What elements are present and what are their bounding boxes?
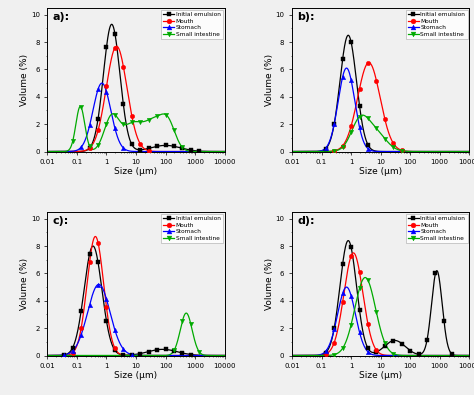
Y-axis label: Volume (%): Volume (%) [20,258,29,310]
X-axis label: Size (μm): Size (μm) [359,167,402,175]
X-axis label: Size (μm): Size (μm) [359,371,402,380]
Text: a):: a): [53,12,70,22]
Legend: Initial emulsion, Mouth, Stomach, Small intestine: Initial emulsion, Mouth, Stomach, Small … [406,214,467,243]
X-axis label: Size (μm): Size (μm) [114,371,157,380]
Text: c):: c): [53,216,69,226]
Legend: Initial emulsion, Mouth, Stomach, Small intestine: Initial emulsion, Mouth, Stomach, Small … [406,9,467,39]
Legend: Initial emulsion, Mouth, Stomach, Small intestine: Initial emulsion, Mouth, Stomach, Small … [161,9,223,39]
Y-axis label: Volume (%): Volume (%) [265,54,274,106]
Text: b):: b): [297,12,315,22]
X-axis label: Size (μm): Size (μm) [114,167,157,175]
Y-axis label: Volume (%): Volume (%) [265,258,274,310]
Y-axis label: Volume (%): Volume (%) [20,54,29,106]
Legend: Initial emulsion, Mouth, Stomach, Small intestine: Initial emulsion, Mouth, Stomach, Small … [161,214,223,243]
Text: d):: d): [297,216,315,226]
